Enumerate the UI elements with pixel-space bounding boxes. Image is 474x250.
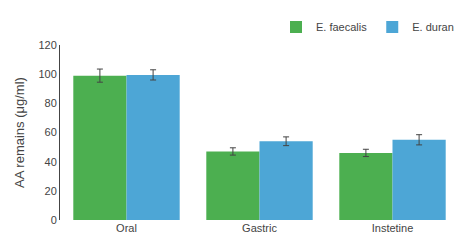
svg-text:E. duran: E. duran (412, 21, 454, 33)
svg-text:Oral: Oral (116, 222, 137, 234)
svg-text:120: 120 (38, 39, 56, 51)
svg-text:Gastric: Gastric (242, 222, 277, 234)
svg-text:Instetine: Instetine (372, 222, 414, 234)
svg-text:20: 20 (45, 185, 57, 197)
svg-text:60: 60 (45, 126, 57, 138)
svg-text:E. faecalis: E. faecalis (316, 21, 367, 33)
svg-text:80: 80 (45, 97, 57, 109)
svg-text:AA remains (μg/ml): AA remains (μg/ml) (12, 77, 27, 188)
svg-text:40: 40 (45, 156, 57, 168)
svg-text:0: 0 (51, 214, 57, 226)
svg-text:100: 100 (38, 68, 56, 80)
